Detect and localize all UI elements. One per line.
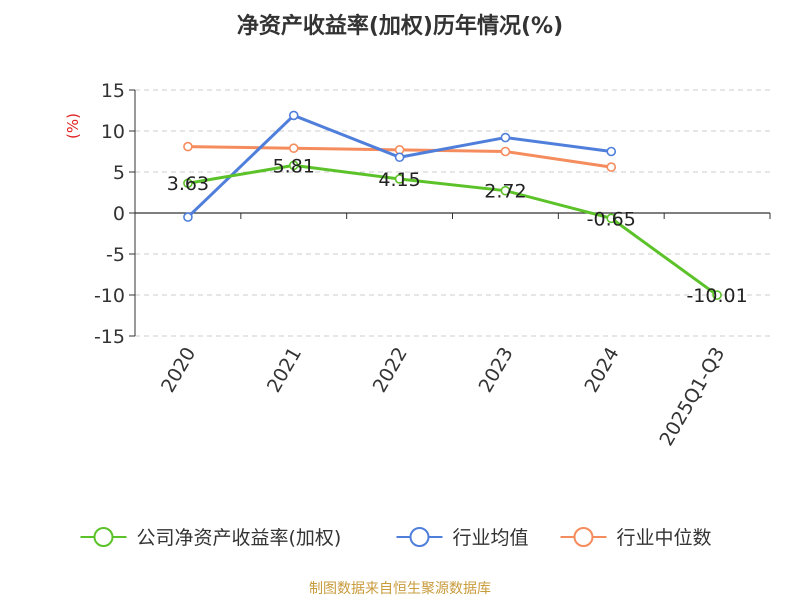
series [183, 110, 722, 300]
chart-title: 净资产收益率(加权)历年情况(%) [237, 13, 563, 39]
data-label: -0.65 [587, 208, 636, 230]
legend-marker [93, 527, 114, 547]
legend-item[interactable]: 公司净资产收益率(加权) [80, 527, 342, 549]
data-point [288, 110, 299, 121]
data-point [500, 132, 511, 143]
data-labels: 3.63 5.81 4.15 2.72 -0.65 -10.01 [167, 155, 748, 307]
data-point [394, 174, 405, 184]
data-point [606, 146, 617, 157]
x-tick-label: 2023 [475, 344, 518, 397]
data-label: 4.15 [378, 169, 420, 191]
axes [129, 89, 771, 337]
legend: 公司净资产收益率(加权) 行业均值 行业中位数 [80, 527, 712, 549]
data-point [288, 143, 299, 154]
legend-label: 行业均值 [453, 527, 529, 549]
x-tick-label: 2021 [263, 344, 306, 397]
grid [135, 89, 770, 337]
y-tick-labels: 15 10 5 0 -5 -10 -15 [94, 80, 125, 348]
data-point [183, 212, 193, 222]
data-point [712, 290, 722, 300]
data-label: -10.01 [686, 285, 747, 307]
x-tick-labels: 2020 2021 2022 2023 2024 2025Q1-Q3 [157, 344, 729, 450]
data-point [500, 185, 511, 196]
y-tick-label: 10 [101, 121, 125, 143]
y-tick-label: -15 [94, 326, 125, 348]
legend-marker [573, 527, 594, 547]
x-tick-label: 2024 [580, 344, 623, 397]
data-label: 2.72 [484, 181, 526, 203]
data-point [500, 146, 511, 157]
legend-item[interactable]: 行业中位数 [560, 527, 712, 549]
data-point [288, 160, 299, 171]
x-tick-label: 2022 [369, 344, 412, 397]
x-tick-label: 2020 [157, 344, 200, 397]
data-point [183, 178, 193, 189]
legend-label: 行业中位数 [617, 527, 712, 549]
data-label: 3.63 [167, 173, 209, 195]
data-point [606, 162, 617, 172]
x-tick-label: 2025Q1-Q3 [655, 344, 729, 450]
source-note: 制图数据来自恒生聚源数据库 [309, 581, 491, 597]
y-tick-label: -10 [94, 285, 125, 307]
y-tick-label: 0 [113, 203, 125, 225]
legend-label: 公司净资产收益率(加权) [137, 527, 342, 549]
data-point [183, 141, 193, 152]
series-line [187, 163, 718, 297]
y-tick-label: 5 [113, 162, 125, 184]
legend-item[interactable]: 行业均值 [396, 527, 529, 549]
data-point [606, 213, 617, 224]
y-tick-label: 15 [101, 80, 125, 102]
y-axis-unit: (%) [64, 113, 82, 139]
legend-marker [409, 527, 430, 547]
data-label: 5.81 [273, 155, 315, 177]
y-tick-label: -5 [106, 244, 125, 266]
data-point [394, 152, 405, 163]
